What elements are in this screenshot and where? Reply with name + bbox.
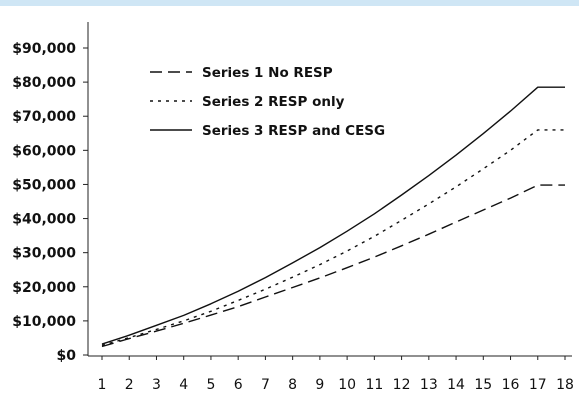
x-tick-label: 8 — [288, 377, 297, 393]
x-tick-label: 11 — [365, 377, 383, 393]
legend-label-3: Series 3 RESP and CESG — [202, 123, 385, 139]
x-tick-label: 3 — [152, 377, 161, 393]
x-tick-label: 10 — [338, 377, 356, 393]
series-line-1 — [101, 184, 565, 348]
y-tick-label: $90,000 — [12, 41, 76, 57]
x-tick-label: 17 — [529, 377, 547, 393]
x-tick-label: 16 — [502, 377, 520, 393]
legend-label-2: Series 2 RESP only — [202, 94, 345, 110]
legend: Series 1 No RESP Series 2 RESP only Series… — [150, 65, 385, 139]
series-line-2 — [101, 129, 565, 347]
y-tick-label: $80,000 — [12, 75, 76, 91]
x-tick-label: 15 — [474, 377, 492, 393]
x-tick-label: 14 — [447, 377, 465, 393]
y-tick-label: $30,000 — [12, 246, 76, 262]
x-tick-label: 12 — [393, 377, 411, 393]
y-tick-label: $40,000 — [12, 212, 76, 228]
x-tick-label: 9 — [315, 377, 324, 393]
y-tick-label: $70,000 — [12, 109, 76, 125]
x-tick-label: 5 — [206, 377, 215, 393]
series-group — [101, 86, 565, 348]
y-tick-label: $0 — [57, 348, 77, 364]
x-tick-label: 7 — [261, 377, 270, 393]
x-tick-label: 6 — [234, 377, 243, 393]
x-tick-label: 1 — [98, 377, 107, 393]
y-tick-label: $10,000 — [12, 314, 76, 330]
y-tick-label: $60,000 — [12, 143, 76, 159]
axes: $0 $10,000 $20,000 $30,000 $40,000 $50,000 $60… — [12, 22, 574, 393]
x-tick-label: 4 — [179, 377, 188, 393]
x-tick-label: 13 — [420, 377, 438, 393]
series-line-3 — [101, 86, 565, 345]
y-tick-label: $20,000 — [12, 280, 76, 296]
x-tick-label: 18 — [556, 377, 574, 393]
y-tick-label: $50,000 — [12, 177, 76, 193]
legend-label-1: Series 1 No RESP — [202, 65, 333, 81]
x-tick-label: 2 — [125, 377, 134, 393]
top-band — [0, 0, 579, 6]
